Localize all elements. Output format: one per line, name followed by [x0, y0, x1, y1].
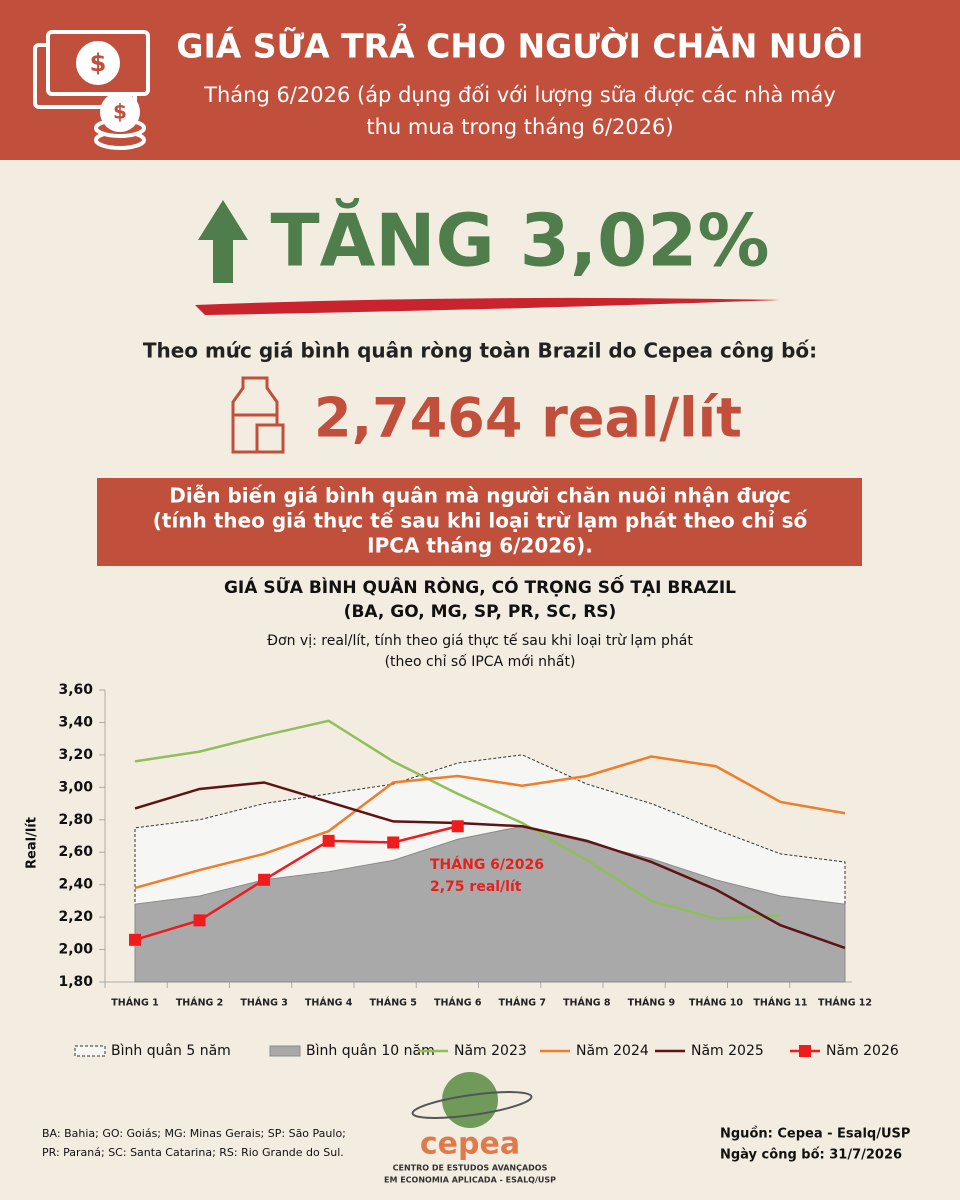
y-tick-label: 2,40	[58, 877, 93, 893]
headline: TĂNG 3,02%	[270, 199, 769, 283]
source: Ngày công bố: 31/7/2026	[720, 1148, 902, 1163]
legend-label: Bình quân 10 năm	[306, 1043, 435, 1059]
footnote: PR: Paraná; SC: Santa Catarina; RS: Rio …	[42, 1146, 344, 1159]
banner-text: Diễn biến giá bình quân mà người chăn nu…	[169, 484, 790, 508]
footnote: BA: Bahia; GO: Goiás; MG: Minas Gerais; …	[42, 1127, 346, 1140]
subtitle: thu mua trong tháng 6/2026)	[366, 115, 673, 139]
y-tick-label: 1,80	[58, 974, 93, 990]
logo-caption: CENTRO DE ESTUDOS AVANÇADOS	[393, 1164, 548, 1173]
y-tick-label: 2,20	[58, 909, 93, 925]
annotation: 2,75 real/lít	[430, 879, 522, 895]
up-arrow	[198, 200, 248, 283]
x-tick-label: THÁNG 7	[499, 997, 546, 1009]
marker	[258, 873, 271, 886]
brush-stroke	[195, 297, 780, 315]
x-tick-label: THÁNG 6	[434, 997, 482, 1009]
annotation: THÁNG 6/2026	[430, 856, 544, 873]
marker	[387, 836, 400, 849]
source: Nguồn: Cepea - Esalq/USP	[720, 1127, 910, 1142]
marker	[451, 820, 464, 833]
x-tick-label: THÁNG 2	[176, 997, 223, 1009]
line	[134, 825, 459, 942]
chart-subtitle: Đơn vị: real/lít, tính theo giá thực tế …	[267, 632, 693, 649]
line	[134, 755, 846, 890]
legend-label: Năm 2024	[576, 1043, 649, 1059]
banner-text: (tính theo giá thực tế sau khi loại trừ …	[153, 509, 808, 533]
x-tick-label: THÁNG 4	[305, 997, 353, 1009]
x-tick-label: THÁNG 5	[369, 997, 416, 1009]
y-tick-label: 3,60	[58, 682, 93, 698]
x-tick-label: THÁNG 1	[111, 997, 158, 1009]
milk-icon	[231, 376, 285, 454]
y-axis-label: Real/lít	[25, 817, 40, 869]
y-tick-label: 2,60	[58, 844, 93, 860]
legend-marker	[799, 1045, 811, 1057]
y-tick-label: 2,80	[58, 812, 93, 828]
logo: cepea CENTRO DE ESTUDOS AVANÇADOS EM ECO…	[384, 1072, 556, 1185]
marker	[322, 834, 335, 847]
marker	[193, 914, 206, 927]
money-icon: $ $	[33, 30, 150, 150]
x-tick-label: THÁNG 8	[563, 997, 611, 1009]
y-tick-label: 3,00	[58, 779, 93, 795]
x-tick-label: THÁNG 3	[240, 997, 287, 1009]
svg-text:$: $	[90, 49, 107, 77]
line	[134, 781, 846, 950]
legend-label: Bình quân 5 năm	[111, 1043, 231, 1059]
line	[134, 719, 781, 920]
title: GIÁ SỮA TRẢ CHO NGƯỜI CHĂN NUÔI	[176, 23, 863, 66]
subtitle: Tháng 6/2026 (áp dụng đối với lượng sữa …	[203, 83, 836, 107]
banner-text: IPCA tháng 6/2026).	[367, 534, 593, 558]
x-tick-label: THÁNG 12	[818, 997, 872, 1009]
price: 2,7464 real/lít	[314, 387, 742, 450]
legend-label: Năm 2023	[454, 1043, 527, 1059]
chart-title: (BA, GO, MG, SP, PR, SC, RS)	[344, 602, 617, 622]
x-tick-label: THÁNG 10	[689, 997, 743, 1009]
banner	[97, 478, 862, 566]
chart-subtitle: (theo chỉ số IPCA mới nhất)	[385, 653, 576, 670]
marker	[129, 933, 141, 946]
y-tick-label: 3,40	[58, 714, 93, 730]
y-tick-label: 2,00	[58, 942, 93, 958]
legend-label: Năm 2025	[691, 1043, 764, 1059]
chart: 1,80 2,00 2,20 2,40 2,60 2,80 3,00 3,20 3,40 3,60…	[58, 682, 898, 1059]
logo-caption: EM ECONOMIA APLICADA - ESALQ/USP	[384, 1176, 556, 1185]
x-tick-label: THÁNG 11	[753, 997, 807, 1009]
y-tick-label: 3,20	[58, 747, 93, 763]
x-tick-label: THÁNG 9	[628, 997, 675, 1009]
header-band	[0, 0, 960, 160]
intro: Theo mức giá bình quân ròng toàn Brazil …	[143, 339, 817, 363]
chart-title: GIÁ SỮA BÌNH QUÂN RÒNG, CÓ TRỌNG SỐ TẠI …	[224, 574, 736, 598]
legend-swatch	[74, 1045, 106, 1057]
legend-swatch	[269, 1045, 301, 1057]
legend-label: Năm 2026	[826, 1043, 899, 1059]
logo-name: cepea	[420, 1127, 520, 1162]
svg-text:$: $	[113, 100, 127, 124]
